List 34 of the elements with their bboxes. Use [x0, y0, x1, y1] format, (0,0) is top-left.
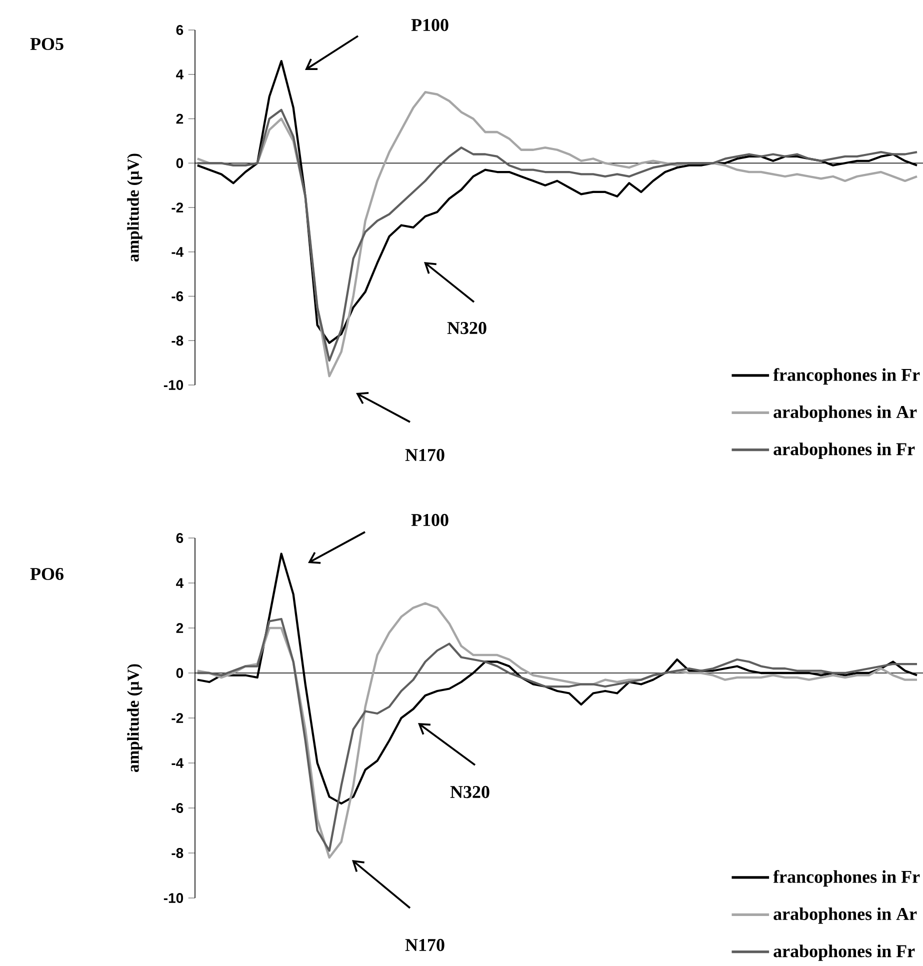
text: P100 [411, 514, 448, 526]
y-tick-label: 4 [176, 578, 184, 588]
y-tick-label: -8 [172, 848, 184, 858]
y-tick-label: 6 [176, 25, 184, 35]
text: N170 [405, 938, 444, 952]
y-tick-label: -10 [164, 893, 184, 903]
annotation: N320 [447, 322, 486, 334]
annotation: P100 [411, 18, 448, 32]
legend-label: arabophones in Ar [774, 405, 917, 422]
text: PO5 [30, 38, 64, 50]
y-tick-label: 2 [176, 114, 184, 124]
legend-label: arabophones in Ar [774, 907, 917, 924]
y-axis-title: amplitude (µV) [127, 154, 142, 262]
y-tick-label: 0 [176, 158, 184, 168]
legend-label: francophones in Fr [773, 368, 920, 385]
y-tick-label: -6 [172, 803, 184, 813]
legend-label: arabophones in Fr [774, 442, 915, 459]
legend-label: francophones in Fr [773, 870, 920, 887]
y-tick-label: -2 [172, 713, 184, 723]
y-tick-label: -10 [164, 380, 184, 390]
legend-label: arabophones in Fr [774, 944, 915, 961]
y-tick-label: -8 [172, 336, 184, 346]
y-axis-title: amplitude (µV) [127, 664, 142, 772]
text: N170 [405, 448, 444, 462]
y-tick-label: 4 [176, 70, 184, 80]
y-tick-label: -4 [172, 247, 184, 257]
y-tick-label: 2 [176, 623, 184, 633]
text: PO6 [30, 568, 64, 580]
annotation: N320 [450, 786, 490, 798]
y-tick-label: -2 [172, 202, 184, 212]
y-tick-label: 6 [176, 533, 184, 543]
y-tick-label: 0 [176, 668, 184, 678]
y-tick-label: -4 [172, 758, 184, 768]
y-tick-label: -6 [172, 291, 184, 302]
